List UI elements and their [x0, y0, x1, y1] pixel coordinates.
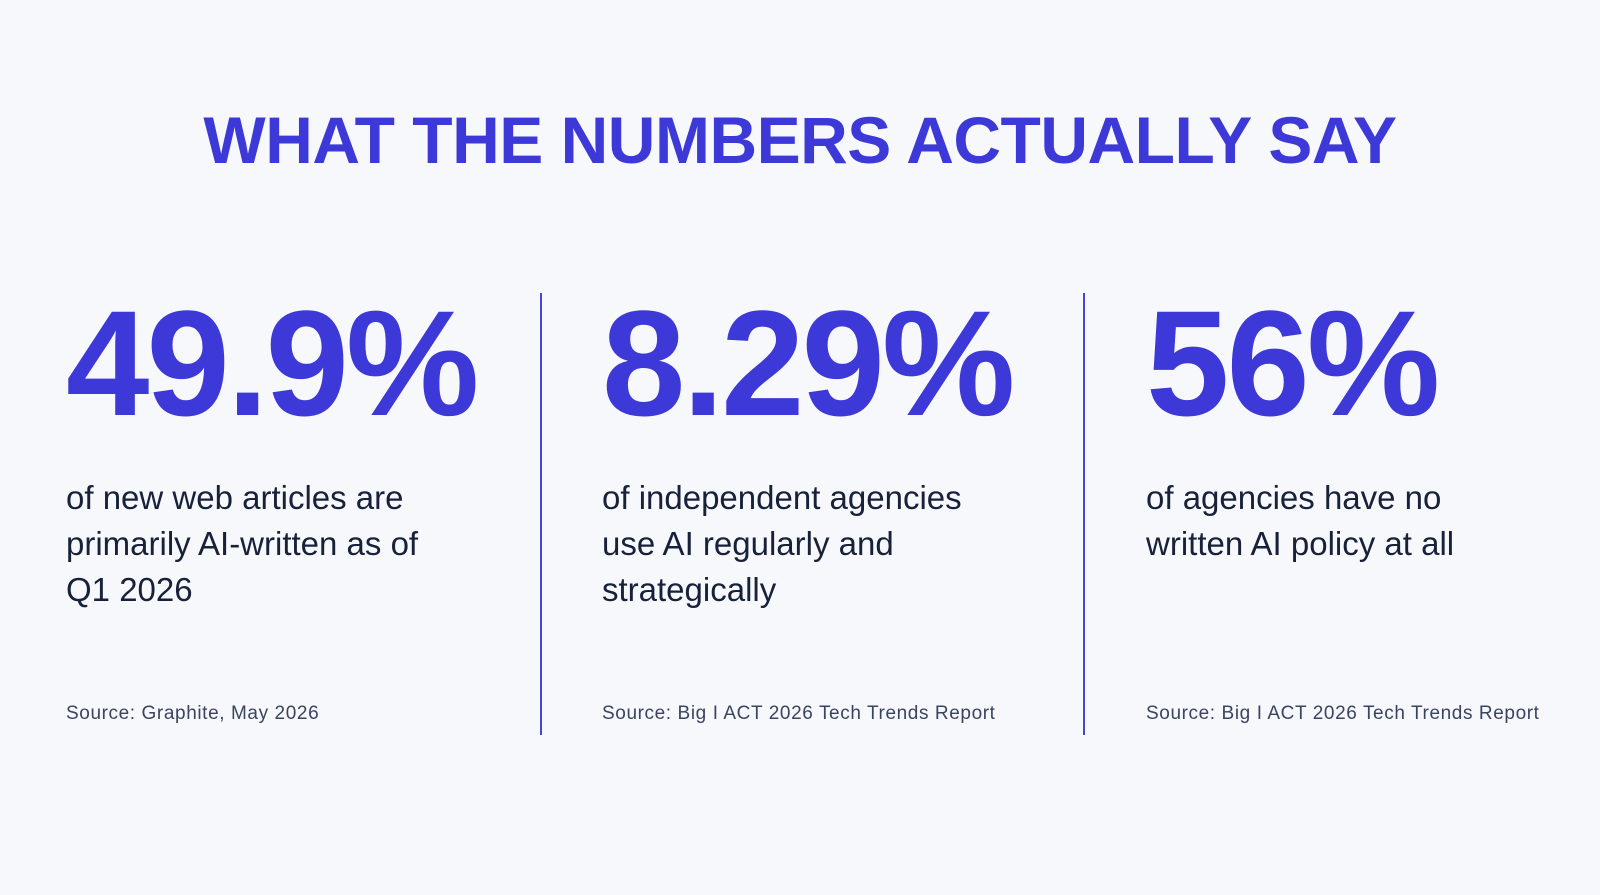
description-line: of independent agencies — [602, 479, 962, 516]
stat-column: 49.9% of new web articles are primarily AI… — [66, 279, 536, 735]
description-line: of new web articles are — [66, 479, 404, 516]
description-line: of agencies have no — [1146, 479, 1442, 516]
stat-description: of new web articles are primarily AI-writ… — [66, 475, 418, 613]
stat-value: 49.9% — [66, 279, 479, 447]
description-line: primarily AI-written as of — [66, 525, 419, 562]
stat-source: Source: Graphite, May 2026 — [66, 703, 320, 724]
stat-value: 8.29% — [602, 279, 1015, 447]
stat-column: 8.29% of independent agencies use AI regul… — [602, 279, 1072, 735]
stat-source: Source: Big I ACT 2026 Tech Trends Repor… — [602, 703, 996, 724]
stat-value: 56% — [1146, 279, 1440, 447]
description-line: written AI policy at all — [1146, 525, 1455, 562]
stat-source: Source: Big I ACT 2026 Tech Trends Repor… — [1146, 703, 1540, 724]
divider — [540, 293, 542, 735]
divider — [1083, 293, 1085, 735]
description-line: strategically — [602, 571, 777, 608]
stat-description: of independent agencies use AI regularly … — [602, 475, 962, 613]
description-line: Q1 2026 — [66, 571, 193, 608]
stat-description: of agencies have no written AI policy at … — [1146, 475, 1454, 567]
description-line: use AI regularly and — [602, 525, 894, 562]
slide-title: WHAT THE NUMBERS ACTUALLY SAY — [203, 103, 1397, 177]
stat-column: 56% of agencies have no written AI policy … — [1146, 279, 1600, 735]
